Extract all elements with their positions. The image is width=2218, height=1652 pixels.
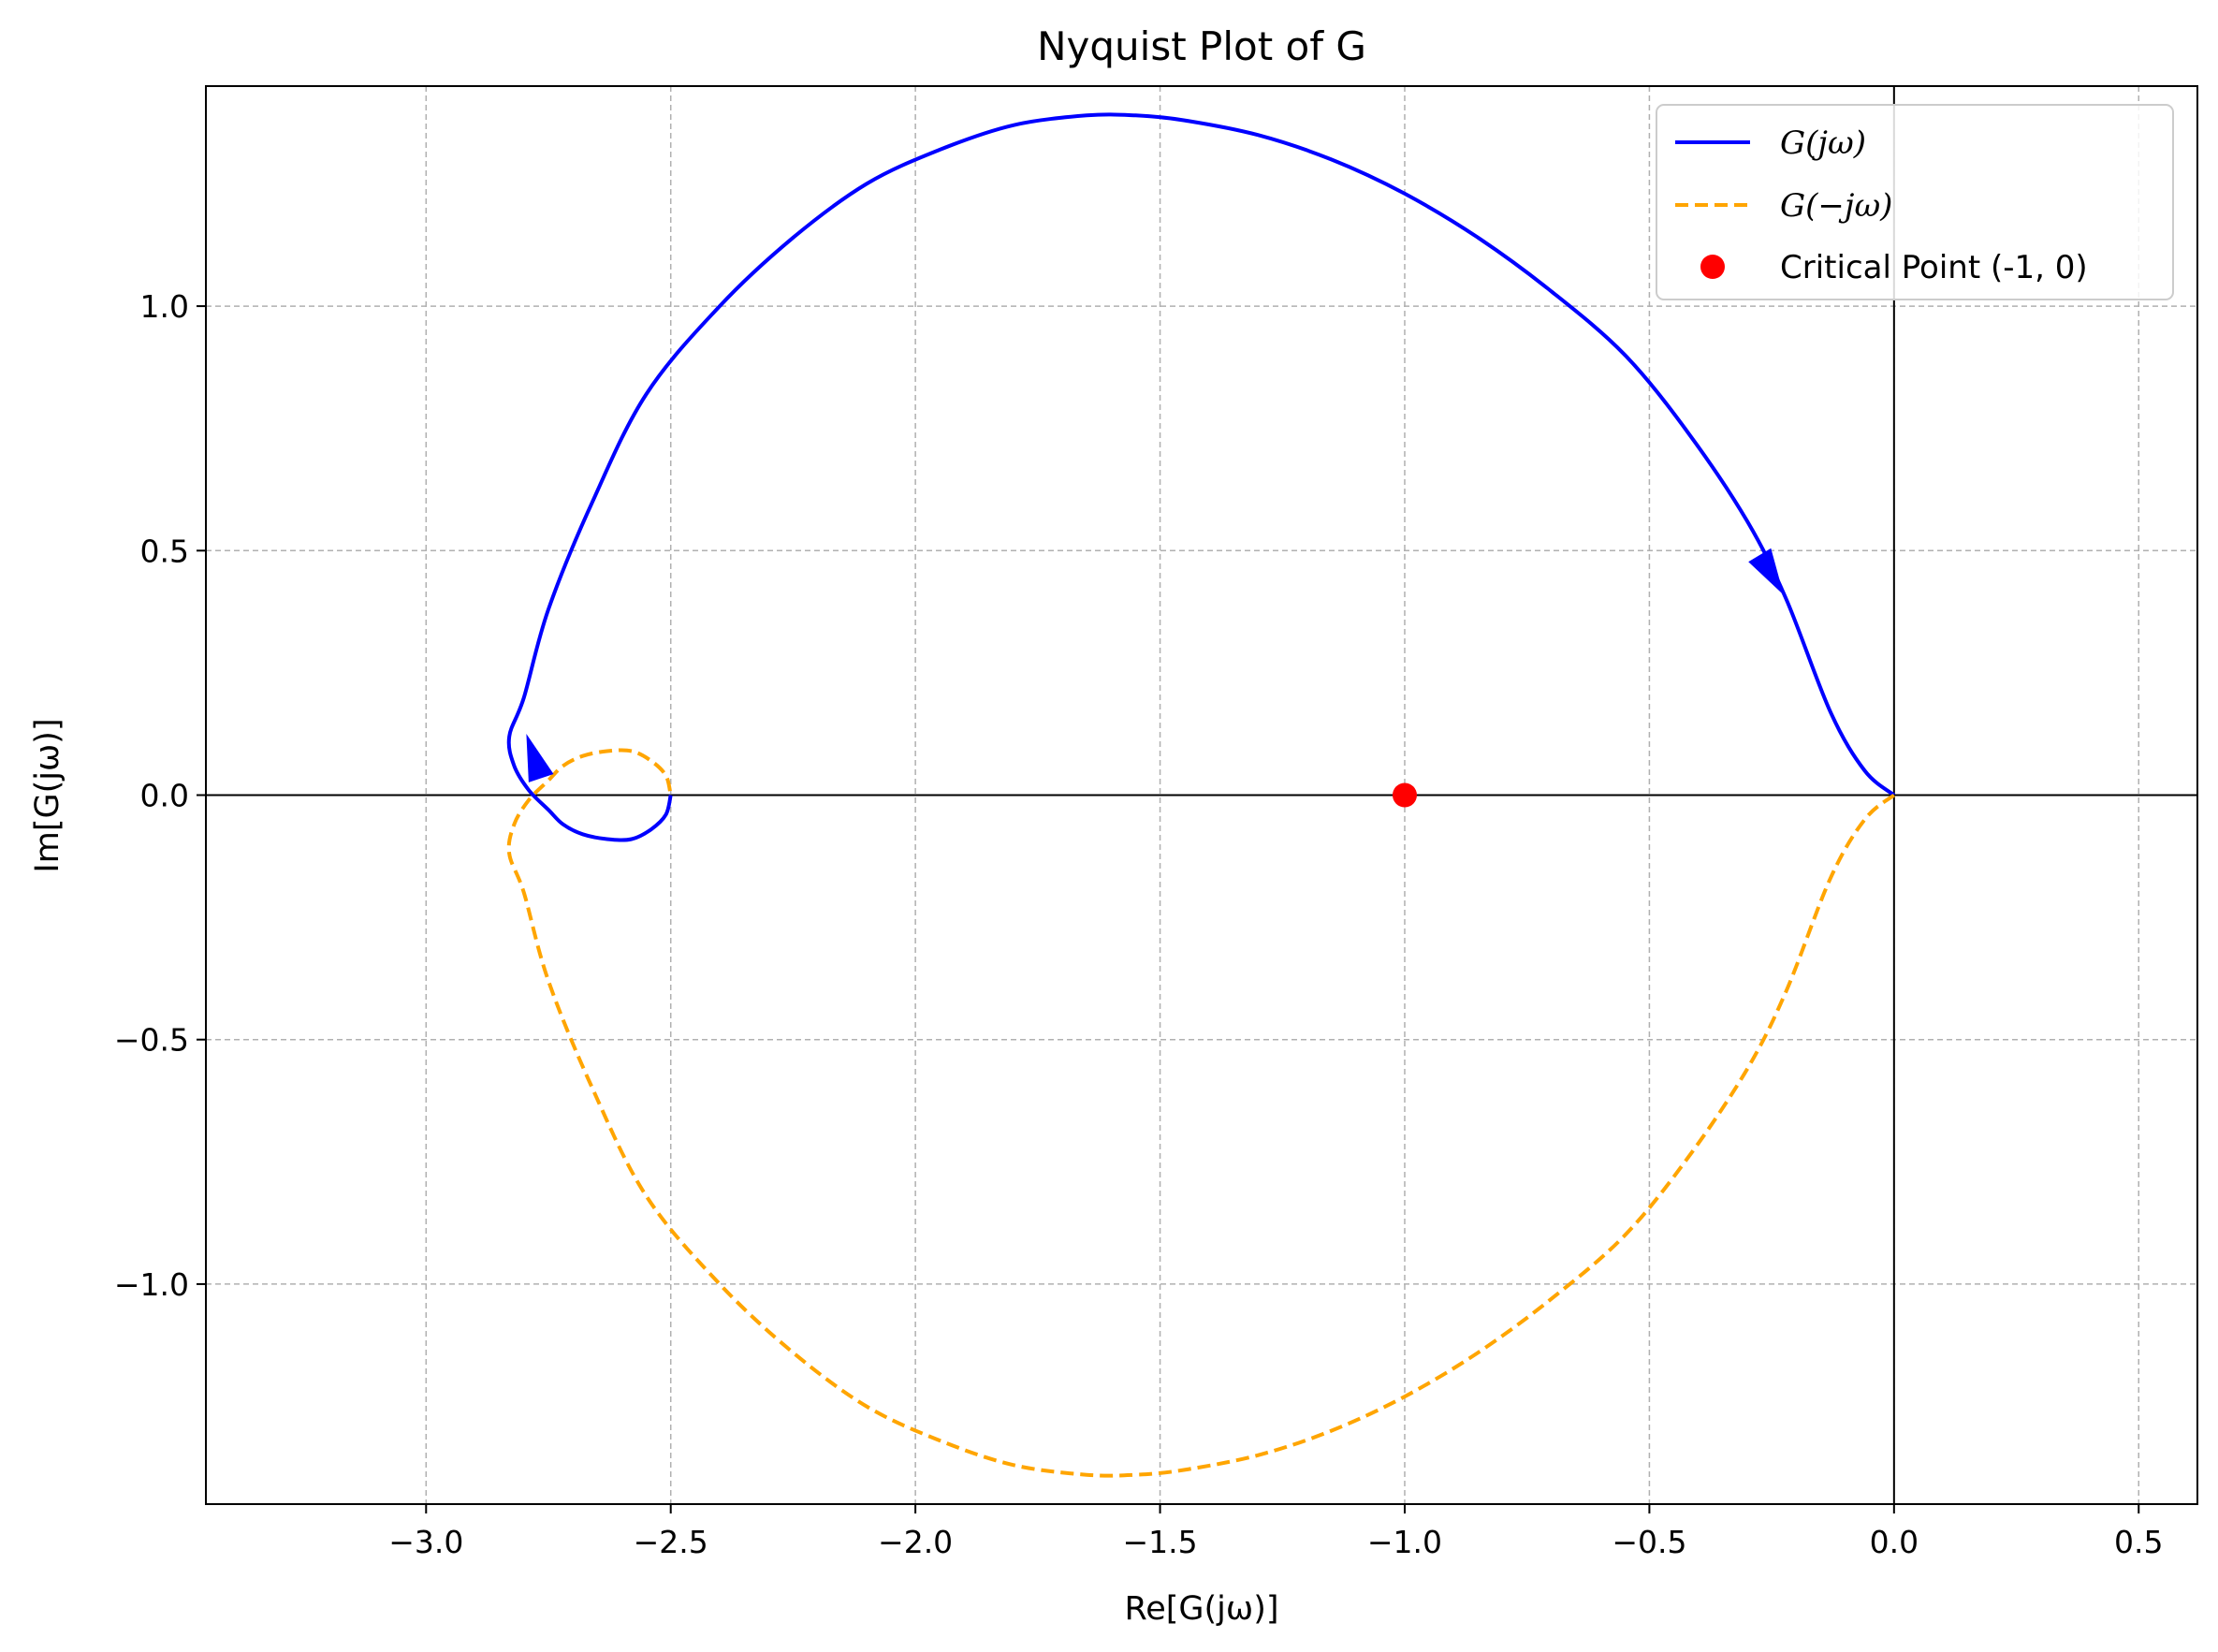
legend-label-critical-point: Critical Point (-1, 0) — [1780, 249, 2088, 286]
legend-label-g-neg-jw: G(−jω) — [1780, 187, 1892, 225]
y-tick-label: 0.5 — [140, 533, 189, 569]
series-line-g-jw — [506, 112, 1896, 842]
direction-arrow — [1748, 548, 1784, 595]
y-tick-label: 1.0 — [140, 288, 189, 325]
direction-arrow — [526, 734, 554, 782]
zero-axes — [206, 86, 2197, 1504]
series-line-g-neg-jw — [506, 748, 1896, 1478]
x-tick-label: 0.5 — [2114, 1524, 2163, 1560]
y-tick-label: −0.5 — [114, 1022, 189, 1059]
tick-marks: −3.0 −2.5 −2.0 −1.5 −1.0 −0.5 0.0 0.5 −1.0 −0.5 0.… — [114, 288, 2164, 1560]
series-layer — [506, 112, 1896, 1478]
legend-label-g-jw: G(jω) — [1780, 124, 1866, 162]
x-tick-label: 0.0 — [1870, 1524, 1919, 1560]
critical-point-marker — [1392, 782, 1417, 808]
x-tick-label: −2.5 — [634, 1524, 708, 1560]
legend: G(jω) G(−jω) Critical Point (-1, 0) — [1656, 104, 2174, 300]
x-axis-label: Re[G(jω)] — [1124, 1590, 1278, 1628]
x-tick-label: −3.0 — [388, 1524, 463, 1560]
x-tick-label: −0.5 — [1612, 1524, 1686, 1560]
legend-box — [1656, 104, 2174, 300]
x-tick-label: −1.5 — [1122, 1524, 1197, 1560]
chart-title: Nyquist Plot of G — [1037, 23, 1366, 69]
y-tick-label: −1.0 — [114, 1266, 189, 1303]
x-tick-label: −2.0 — [878, 1524, 953, 1560]
x-tick-label: −1.0 — [1367, 1524, 1442, 1560]
y-tick-label: 0.0 — [140, 778, 189, 814]
y-axis-label: Im[G(jω)] — [29, 718, 66, 872]
legend-swatch-critical-point — [1700, 255, 1725, 279]
